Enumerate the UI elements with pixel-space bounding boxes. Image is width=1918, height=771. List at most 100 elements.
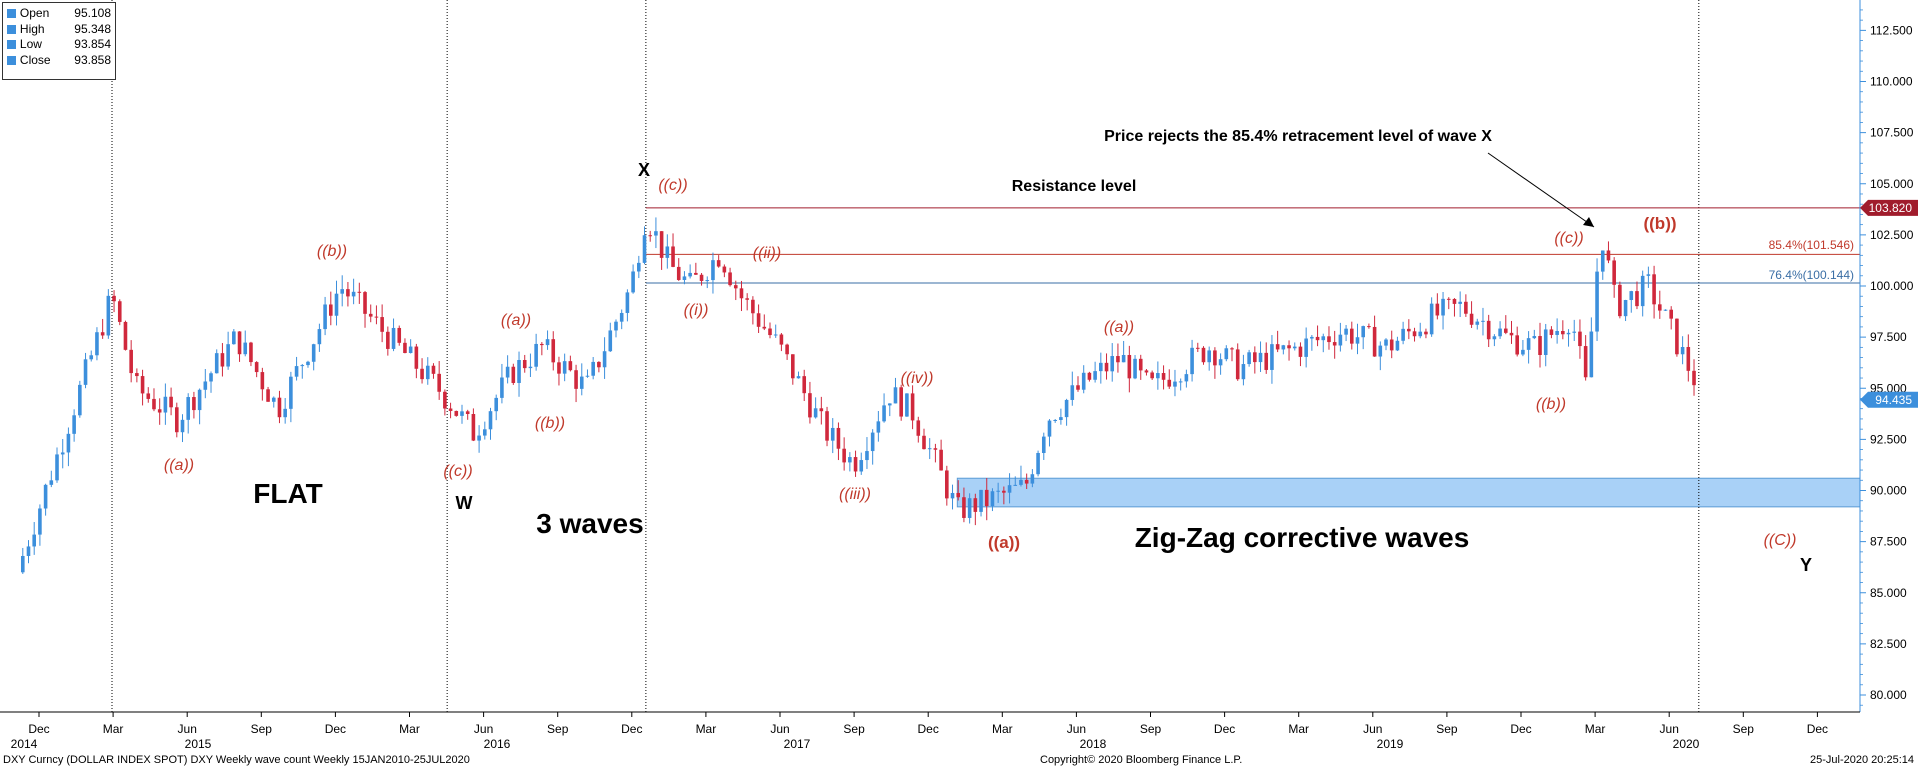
candle-251 [1452,298,1457,317]
candle-body [773,334,778,336]
candle-191 [1110,343,1115,382]
x-month-label: Mar [992,722,1013,736]
candle-275 [1589,317,1594,378]
candle-body [534,343,538,367]
candle-277 [1600,250,1605,280]
x-month-label: Sep [843,722,865,736]
candle-body [1030,474,1035,484]
x-month-label: Mar [1585,722,1606,736]
candle-190 [1104,353,1109,380]
candle-169 [984,478,989,521]
candle-23 [152,388,156,412]
candle-body [1640,275,1645,307]
candle-62 [374,305,379,325]
candle-body [1401,328,1405,341]
candle-body [1195,347,1200,349]
candle-14 [100,318,105,339]
candle-body [1201,347,1206,363]
candle-body [1407,328,1411,332]
candle-253 [1464,294,1468,317]
y-tick-label: 95.000 [1870,381,1907,395]
candle-131 [768,322,772,339]
candle-109 [642,226,647,265]
candle-67 [403,338,407,354]
candle-168 [979,489,983,517]
candle-69 [414,343,419,379]
candle-269 [1555,318,1559,344]
candle-11 [83,352,88,389]
candle-107 [631,264,635,294]
candle-body [1013,484,1018,486]
candle-2 [32,522,36,555]
candle-239 [1384,338,1388,351]
candle-body [38,508,42,535]
candle-body [1555,330,1559,335]
candle-61 [368,304,373,323]
candle-127 [745,293,749,311]
candle-70 [420,358,424,384]
candle-body [1053,419,1057,421]
candle-40 [249,341,253,367]
candle-263 [1521,339,1525,357]
candle-body [745,298,749,300]
candle-body [163,396,168,413]
candle-body [123,321,128,350]
candle-122 [716,255,721,268]
candle-139 [813,397,818,419]
footer-copyright: Copyright© 2020 Bloomberg Finance L.P. [1040,754,1243,766]
candle-body [403,342,407,354]
flat-label: FLAT [253,478,322,509]
candle-body [1458,301,1462,304]
candle-254 [1469,301,1474,328]
candle-body [408,346,413,354]
candle-body [939,449,943,471]
candle-248 [1435,293,1440,320]
candle-213 [1235,343,1240,381]
candle-body [55,454,59,481]
candle-body [351,291,356,297]
resistance-price-label: 103.820 [1869,201,1913,215]
candle-body [967,498,972,518]
candle-101 [597,361,601,373]
y-tick-label: 105.000 [1870,177,1914,191]
candle-105 [619,309,624,330]
candle-159 [927,438,932,460]
candle-183 [1064,398,1069,426]
candle-body [922,435,926,450]
candle-284 [1640,270,1645,317]
candle-body [711,260,715,281]
candle-body [1161,373,1166,380]
candle-136 [796,371,801,379]
candle-body [637,262,641,272]
candle-body [676,266,681,280]
fib-85-label: 85.4%(101.546) [1769,238,1854,252]
wave-a4-label: ((a)) [1104,319,1134,336]
candle-63 [380,304,384,343]
x-month-label: Dec [1807,722,1828,736]
candle-body [1253,352,1257,363]
candle-body [984,489,989,507]
candle-123 [722,264,727,278]
candle-body [186,397,191,420]
ohlc-legend: Open 95.108 High 95.348 Low 93.854 Close 93.… [2,2,116,80]
candle-body [1116,356,1120,363]
candle-body [237,331,242,355]
candle-body [283,408,287,418]
candle-body [129,349,133,374]
candle-292 [1686,334,1691,382]
candle-252 [1458,291,1462,318]
candle-body [1583,346,1588,378]
candle-42 [260,367,265,401]
candle-body [106,295,111,336]
candle-25 [163,383,168,425]
candle-body [1258,352,1263,363]
candle-body [1469,313,1474,325]
candle-250 [1446,297,1451,310]
candle-body [579,376,584,389]
candle-body [374,316,379,318]
candle-31 [197,388,202,425]
x-month-label: Jun [770,722,789,736]
candle-218 [1264,342,1269,374]
candle-53 [323,296,327,336]
candle-body [528,366,533,369]
